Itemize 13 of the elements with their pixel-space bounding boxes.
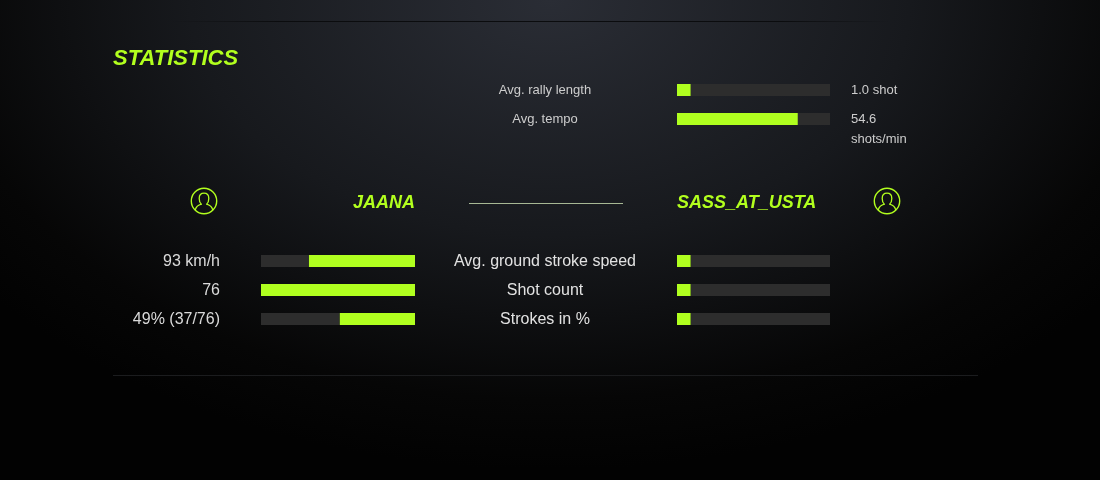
text: SASS_AT_USTA [677,192,817,212]
text: STATISTICS [113,45,239,70]
y-tick-label: Shot count [506,280,584,298]
text: 54.6 shots/min [851,111,907,147]
y-tick-label: Avg. ground stroke speed [453,251,637,269]
text: 76 [202,280,221,298]
text: JAANA [352,192,415,212]
text: 1.0 shot [851,82,898,98]
y-tick-label: Avg. tempo [512,111,578,127]
y-tick-label: Avg. rally length [498,82,592,98]
text: 93 km/h [163,251,220,269]
y-tick-label: Strokes in % [500,309,590,327]
text: 49% (37/76) [132,309,220,327]
